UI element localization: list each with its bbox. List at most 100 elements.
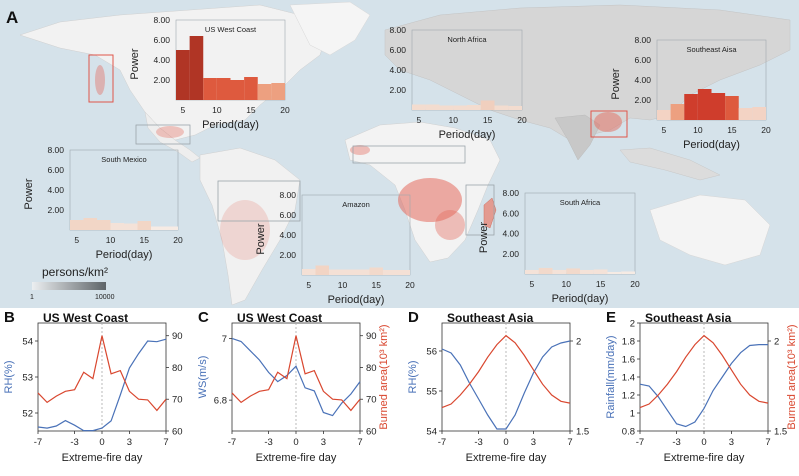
right-y-tick-label: 80 xyxy=(366,363,377,374)
histogram-bar xyxy=(725,96,739,120)
x-tick-label: 7 xyxy=(357,437,362,448)
histogram-bar xyxy=(607,271,622,274)
histogram-bar xyxy=(621,271,635,274)
histogram-bar xyxy=(684,94,698,120)
series-line-burned-area xyxy=(231,335,361,412)
histogram-bar xyxy=(70,220,84,230)
histogram-bar xyxy=(508,106,522,110)
amazon-region-box xyxy=(217,180,301,222)
histogram-bar xyxy=(356,269,370,275)
x-tick-label: 7 xyxy=(567,437,572,448)
y-axis-label: Power xyxy=(610,68,622,100)
x-axis-label: Period(day) xyxy=(96,249,153,261)
line-panel-e: E Southeast Asia -7 -3 0 3 7 Extreme-fire day 0.… xyxy=(605,309,798,464)
y-tick-label: 4.00 xyxy=(47,185,64,195)
inset-chart-us-west-coast: US West Coast 2.00 4.00 6.00 8.00 5 10 15 20 Peri… xyxy=(129,15,290,131)
right-y-tick-label: 1.5 xyxy=(774,427,787,438)
y-tick-label: 4.00 xyxy=(153,55,170,65)
x-tick-label: 10 xyxy=(449,115,459,125)
colorbar-min-label: 1 xyxy=(30,294,34,301)
population-colorbar xyxy=(32,282,106,290)
x-tick-label: 0 xyxy=(99,437,104,448)
inset-title: North Africa xyxy=(447,35,487,44)
y-tick-label: 6.00 xyxy=(279,210,296,220)
land-masses xyxy=(19,1,791,306)
panel-title: Southeast Asia xyxy=(447,311,534,325)
y-tick-label: 4.00 xyxy=(634,75,651,85)
colorbar-title: persons/km² xyxy=(42,265,108,279)
right-y-tick-label: 2 xyxy=(774,337,779,348)
x-tick-label: 20 xyxy=(517,115,527,125)
x-tick-label: -7 xyxy=(438,437,446,448)
histogram-bar xyxy=(657,110,671,120)
x-tick-label: 3 xyxy=(127,437,132,448)
x-tick-label: 7 xyxy=(765,437,770,448)
fire-hotspot-central-africa xyxy=(398,178,462,222)
right-y-axis-label: Burned area(10³ km²) xyxy=(786,324,798,429)
x-tick-label: 0 xyxy=(293,437,298,448)
histogram-bar xyxy=(203,78,217,100)
right-y-tick-label: 70 xyxy=(172,395,183,406)
x-tick-label: 10 xyxy=(212,105,222,115)
x-tick-label: 5 xyxy=(180,105,185,115)
series-line-burned-area xyxy=(441,334,571,409)
x-tick-label: 15 xyxy=(246,105,256,115)
x-tick-label: 5 xyxy=(74,235,79,245)
x-axis-label: Period(day) xyxy=(328,294,385,306)
histogram-bar xyxy=(538,267,553,274)
y-tick-label: 2.00 xyxy=(153,75,170,85)
x-axis-label: Period(day) xyxy=(683,139,740,151)
south-mexico-region-box xyxy=(135,124,191,145)
x-tick-label: 20 xyxy=(405,280,415,290)
inset-chart-south-africa: South Africa 2.00 4.00 6.00 8.00 5 10 15 20 Perio… xyxy=(478,188,640,305)
histogram-bar xyxy=(216,78,231,100)
histogram-bar xyxy=(329,269,343,275)
histogram-bar xyxy=(342,269,356,275)
histogram-bar xyxy=(697,89,712,120)
histogram-bar xyxy=(124,223,138,230)
x-tick-label: 20 xyxy=(630,279,640,289)
world-map-panel: A US West Coast 2.00 4.00 6.00 8.00 5 10 15 20 Pe… xyxy=(0,0,799,308)
histogram-bar xyxy=(83,218,97,230)
x-tick-label: 20 xyxy=(761,125,771,135)
histogram-bar xyxy=(738,108,753,120)
right-y-tick-label: 70 xyxy=(366,395,377,406)
india-landmass xyxy=(554,114,601,161)
x-tick-label: 0 xyxy=(701,437,706,448)
series-line-climate xyxy=(37,338,167,432)
central-america-landmass xyxy=(144,111,201,163)
inset-chart-south-mexico: South Mexico 2.00 4.00 6.00 8.00 5 10 15 20 Perio… xyxy=(23,145,183,261)
left-y-tick-label: 1.6 xyxy=(622,355,635,366)
histogram-bar xyxy=(453,105,467,110)
series-line-burned-area xyxy=(37,335,167,412)
panel-title: US West Coast xyxy=(43,311,128,325)
x-tick-label: 3 xyxy=(321,437,326,448)
histogram-bar xyxy=(711,93,726,120)
panel-label: C xyxy=(198,309,209,326)
y-tick-label: 8.00 xyxy=(279,190,296,200)
right-y-tick-label: 2 xyxy=(576,337,581,348)
x-axis-label: Extreme-fire day xyxy=(62,452,143,464)
histogram-bar xyxy=(244,77,258,100)
x-tick-label: 10 xyxy=(693,125,703,135)
left-y-axis-label: Rainfall(mm/day) xyxy=(605,335,617,418)
series-line-climate xyxy=(639,343,768,428)
inset-title: Amazon xyxy=(342,200,370,209)
x-axis-label: Period(day) xyxy=(552,293,609,305)
left-y-tick-label: 1.4 xyxy=(622,373,635,384)
inset-title: South Mexico xyxy=(101,155,146,164)
inset-title: Southeast Aisa xyxy=(686,45,737,54)
left-y-tick-label: 1.2 xyxy=(622,391,635,402)
y-tick-label: 6.00 xyxy=(502,208,519,218)
x-tick-label: 3 xyxy=(729,437,734,448)
north-africa-region-box xyxy=(352,145,466,164)
panel-title: Southeast Asia xyxy=(645,311,732,325)
southeast-asia-region-box xyxy=(590,110,628,138)
left-y-tick-label: 54 xyxy=(22,337,33,348)
y-tick-label: 4.00 xyxy=(279,230,296,240)
fire-hotspots xyxy=(95,65,622,260)
line-panel-c: C US West Coast -7 -3 0 3 7 Extreme-fire day 6.8… xyxy=(197,309,390,464)
y-tick-label: 2.00 xyxy=(634,95,651,105)
panel-title: US West Coast xyxy=(237,311,322,325)
x-tick-label: 15 xyxy=(727,125,737,135)
